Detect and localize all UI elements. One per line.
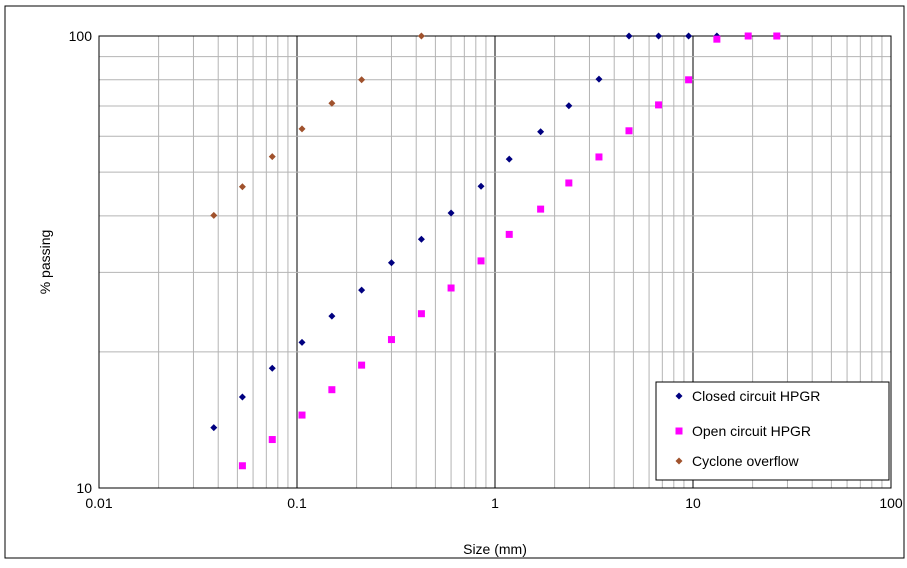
plot-area-border: [98, 35, 892, 489]
data-point: [417, 32, 425, 40]
legend-label-closed-circuit: Closed circuit HPGR: [692, 388, 820, 404]
legend-entry-closed-circuit: Closed circuit HPGR: [675, 388, 820, 404]
x-tick-label: 1: [491, 495, 499, 511]
data-point: [298, 125, 306, 133]
data-point: [298, 338, 306, 346]
data-point: [358, 361, 366, 369]
data-point: [565, 102, 573, 110]
data-point: [238, 462, 246, 470]
data-point: [417, 310, 425, 318]
data-point: [537, 205, 545, 213]
series-2: [238, 32, 781, 470]
data-point: [328, 386, 336, 394]
data-point: [417, 235, 425, 243]
data-point: [505, 155, 513, 163]
data-point: [625, 32, 633, 40]
data-point: [447, 209, 455, 217]
data-point: [238, 393, 246, 401]
x-tick-label: 0.01: [85, 495, 112, 511]
data-point: [773, 32, 781, 40]
legend-marker-cyclone-overflow: [675, 457, 683, 465]
data-point: [268, 153, 276, 161]
data-point: [625, 127, 633, 135]
data-point: [358, 76, 366, 84]
data-point: [713, 35, 721, 43]
y-axis-label: % passing: [37, 230, 53, 295]
data-point: [298, 411, 306, 419]
legend-entry-cyclone-overflow: Cyclone overflow: [675, 453, 799, 469]
data-point: [358, 286, 366, 294]
data-point: [268, 364, 276, 372]
data-point: [595, 153, 603, 161]
data-point: [505, 230, 513, 238]
data-point: [595, 75, 603, 83]
x-tick-label: 0.1: [287, 495, 307, 511]
data-point: [477, 182, 485, 190]
y-tick-label: 100: [69, 28, 93, 44]
legend-entry-open-circuit: Open circuit HPGR: [675, 423, 811, 439]
legend-marker-closed-circuit: [675, 392, 683, 400]
data-point: [655, 101, 663, 109]
data-point: [387, 336, 395, 344]
data-point: [210, 424, 218, 432]
data-point: [565, 179, 573, 187]
data-point: [328, 312, 336, 320]
x-tick-label: 100: [879, 495, 903, 511]
legend-label-open-circuit: Open circuit HPGR: [692, 423, 811, 439]
series-1: [210, 32, 721, 432]
legend-label-cyclone-overflow: Cyclone overflow: [692, 453, 799, 469]
data-point: [477, 257, 485, 265]
series-3: [210, 32, 425, 219]
x-axis-label: Size (mm): [463, 541, 527, 557]
data-point: [537, 128, 545, 136]
y-tick-label: 10: [76, 480, 92, 496]
data-point: [387, 259, 395, 267]
data-points: [210, 32, 781, 470]
legend-marker-open-circuit: [675, 427, 683, 435]
data-point: [210, 211, 218, 219]
data-point: [685, 32, 693, 40]
legend-box: [655, 381, 890, 481]
data-point: [655, 32, 663, 40]
x-tick-label: 10: [685, 495, 701, 511]
data-point: [238, 183, 246, 191]
data-point: [268, 436, 276, 444]
legend: Closed circuit HPGR Open circuit HPGR Cy…: [655, 381, 890, 481]
data-point: [328, 99, 336, 107]
data-point: [447, 284, 455, 292]
tick-labels: 0.01 0.1 1 10 100 10 100: [69, 28, 903, 511]
data-point: [685, 76, 693, 84]
data-point: [744, 32, 752, 40]
grid: [99, 36, 891, 488]
